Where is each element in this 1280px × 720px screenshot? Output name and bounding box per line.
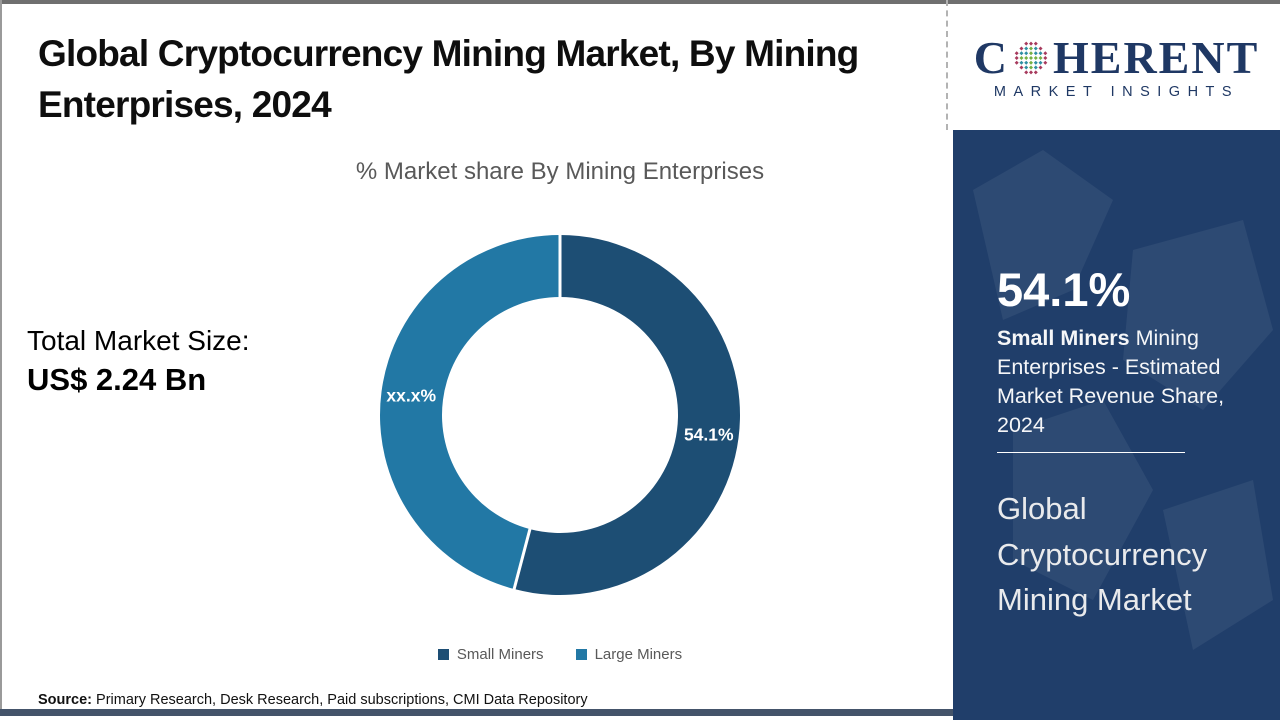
donut-data-label: xx.x% bbox=[386, 386, 436, 406]
globe-dot bbox=[1033, 41, 1038, 46]
world-map-texture bbox=[973, 150, 1273, 650]
logo-tagline: MARKET INSIGHTS bbox=[993, 83, 1240, 100]
legend-label: Large Miners bbox=[594, 646, 683, 663]
globe-dot bbox=[1019, 65, 1024, 70]
globe-dot bbox=[1033, 55, 1038, 60]
globe-dot bbox=[1028, 55, 1033, 60]
legend-swatch bbox=[575, 649, 587, 660]
legend-label: Small Miners bbox=[456, 646, 544, 663]
logo-wordmark: C HERENT bbox=[973, 31, 1260, 83]
globe-dot bbox=[1043, 50, 1048, 55]
sidebar-market-name: Global Cryptocurrency Mining Market bbox=[997, 491, 1208, 617]
sidebar-stat-value: 54.1% bbox=[997, 263, 1131, 316]
globe-dot bbox=[1028, 60, 1033, 65]
globe-dot bbox=[1033, 69, 1038, 74]
globe-dot bbox=[1038, 45, 1043, 50]
globe-dot bbox=[1043, 55, 1048, 60]
globe-dot bbox=[1033, 45, 1038, 50]
logo-dashed-divider bbox=[946, 0, 948, 130]
source-prefix: Source: bbox=[38, 692, 92, 708]
legend-item-large-miners: Large Miners bbox=[575, 646, 683, 663]
globe-dot bbox=[1014, 55, 1019, 60]
chart-legend: Small Miners Large Miners bbox=[360, 646, 760, 663]
globe-dot bbox=[1014, 50, 1019, 55]
right-sidebar: 54.1% Small Miners Mining Enterprises - … bbox=[953, 130, 1280, 720]
donut-data-label: 54.1% bbox=[684, 424, 734, 444]
globe-dot bbox=[1038, 60, 1043, 65]
globe-dot bbox=[1038, 50, 1043, 55]
donut-segment-small-miners bbox=[514, 235, 740, 595]
sidebar-stat-description: Small Miners Mining Enterprises - Estima… bbox=[997, 324, 1239, 440]
total-market-size-label: Total Market Size: bbox=[27, 325, 250, 356]
company-logo: C HERENT MARKET INSIGHTS bbox=[953, 4, 1280, 130]
globe-dot bbox=[1014, 60, 1019, 65]
globe-dot bbox=[1043, 60, 1048, 65]
globe-dot bbox=[1033, 50, 1038, 55]
segment-divider bbox=[512, 527, 532, 591]
sidebar-stat-rest: Mining Enterprises - Estimated Market Re… bbox=[997, 326, 1225, 437]
top-border bbox=[0, 0, 1280, 4]
globe-dot bbox=[1024, 41, 1029, 46]
donut-chart: 54.1% xx.x% bbox=[380, 234, 740, 595]
globe-dot bbox=[1024, 45, 1029, 50]
sidebar-stat-segment: Small Miners bbox=[997, 326, 1130, 350]
logo-letters-herent: HERENT bbox=[1052, 31, 1260, 83]
globe-dot bbox=[1038, 65, 1043, 70]
source-text: Primary Research, Desk Research, Paid su… bbox=[92, 692, 588, 708]
left-border bbox=[0, 0, 2, 716]
total-market-size-value: US$ 2.24 Bn bbox=[27, 362, 207, 397]
bottom-accent-bar bbox=[0, 709, 956, 716]
logo-letter-c: C bbox=[973, 31, 1009, 83]
source-line: Source: Primary Research, Desk Research,… bbox=[38, 692, 588, 708]
globe-dot bbox=[1019, 45, 1024, 50]
globe-dot bbox=[1033, 60, 1038, 65]
globe-dot bbox=[1024, 50, 1029, 55]
globe-dot bbox=[1019, 55, 1024, 60]
globe-dot bbox=[1028, 69, 1033, 74]
globe-dot bbox=[1028, 50, 1033, 55]
globe-dot bbox=[1024, 55, 1029, 60]
chart-subtitle: % Market share By Mining Enterprises bbox=[355, 158, 765, 185]
globe-dot bbox=[1033, 65, 1038, 70]
legend-swatch bbox=[437, 649, 449, 660]
globe-dot bbox=[1028, 41, 1033, 46]
total-market-size-block: Total Market Size: US$ 2.24 Bn bbox=[27, 322, 250, 400]
donut-segment-large-miners bbox=[380, 235, 560, 590]
dotted-globe-icon bbox=[1014, 41, 1048, 74]
globe-dot bbox=[1024, 60, 1029, 65]
sidebar-divider-line bbox=[997, 452, 1185, 453]
globe-dot bbox=[1019, 60, 1024, 65]
legend-item-small-miners: Small Miners bbox=[437, 646, 544, 663]
globe-dot bbox=[1028, 45, 1033, 50]
page-title: Global Cryptocurrency Mining Market, By … bbox=[38, 33, 859, 125]
globe-dot bbox=[1024, 65, 1029, 70]
globe-dot bbox=[1028, 65, 1033, 70]
globe-dot bbox=[1019, 50, 1024, 55]
globe-dot bbox=[1024, 69, 1029, 74]
globe-dot bbox=[1038, 55, 1043, 60]
